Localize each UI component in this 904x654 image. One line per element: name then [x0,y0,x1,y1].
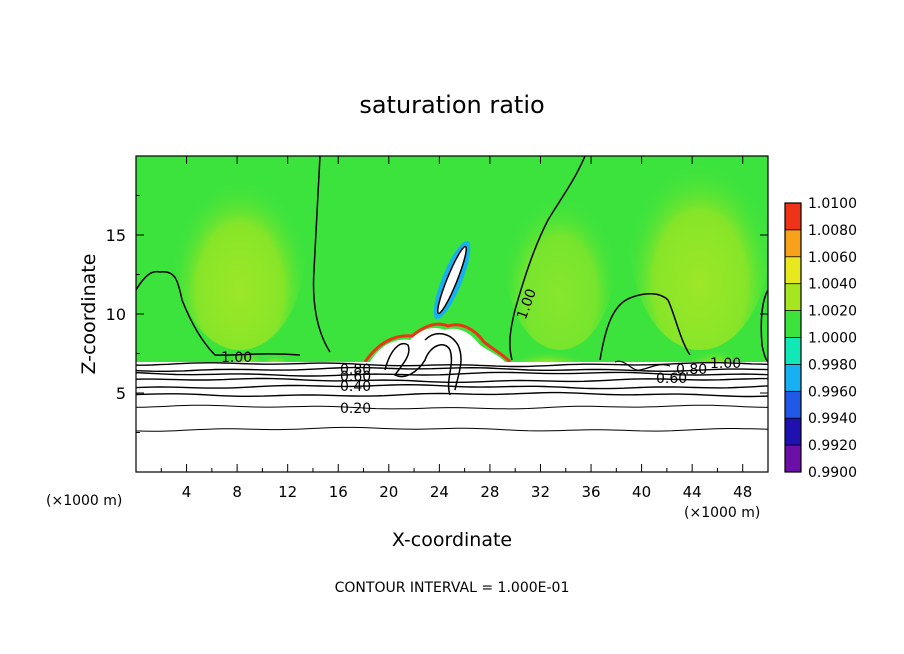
soft-plume [175,156,305,350]
x-axis: 4 8 12 16 20 24 28 32 36 40 44 48 [160,156,752,501]
colorbar-swatch [785,445,801,472]
contour-1-00 [599,293,691,361]
y-axis-label: Z-coordinate [78,254,100,375]
x-tick-label: 32 [531,483,550,501]
contour-1-00 [312,156,331,353]
y-axis: 5 10 15 [106,195,768,433]
colorbar-label: 1.0060 [808,250,857,266]
colorbar-label: 1.0080 [808,223,857,239]
y-tick-label: 5 [116,384,126,403]
lower-contours [136,361,768,432]
contour-label: 0.40 [340,379,371,395]
x-axis-label: X-coordinate [392,529,512,551]
contour-label: 0.80 [676,362,707,378]
plot-area [136,156,768,472]
colorbar-label: 0.9920 [808,438,857,454]
contour-line [136,371,768,377]
y-tick-label: 15 [106,226,126,245]
dry-streak-core [436,245,468,315]
contour-line [136,366,768,373]
colorbar: 0.9900 0.9920 0.9940 0.9960 0.9980 1.0000 1.00… [784,196,857,481]
contour-line [136,391,768,398]
x-unit-left: (×1000 m) [46,493,122,509]
colorbar-label: 0.9960 [808,384,857,400]
colorbar-label: 1.0000 [808,331,857,347]
y-tick-label: 10 [106,305,126,324]
contour-label: 0.80 [340,362,371,378]
contour-1-00 [760,289,768,363]
colorbar-swatch [785,310,801,338]
contour-line [136,404,768,410]
contour-label: 0.20 [340,401,371,417]
disturbance-contour [424,333,462,391]
x-tick-label: 16 [329,483,348,501]
colorbar-swatch [785,364,801,392]
contour-label: 0.60 [656,371,687,387]
colorbar-label: 0.9940 [808,411,857,427]
x-tick-label: 20 [379,483,398,501]
contour-labels: 1.00 0.80 0.60 0.40 0.20 1.00 1.00 0.80 … [221,287,741,417]
x-tick-label: 4 [182,483,192,501]
x-tick-label: 12 [278,483,297,501]
x-tick-label: 8 [232,483,242,501]
boundary-layer [136,362,768,472]
contour-1-00 [136,270,301,356]
colorbar-swatch [785,229,801,257]
contour-interval-footer: CONTOUR INTERVAL = 1.000E-01 [335,580,570,596]
x-tick-label: 24 [430,483,449,501]
colorbar-swatch [785,337,801,365]
x-tick-label: 40 [632,483,651,501]
contour-label: 1.00 [710,356,741,372]
soft-plume [505,170,615,350]
colorbar-label: 1.0040 [808,277,857,293]
x-unit-right: (×1000 m) [684,505,760,521]
colorbar-swatch [785,203,801,230]
colorbar-swatch [785,256,801,284]
colorbar-swatch [785,283,801,311]
red-rim [363,322,512,364]
x-tick-label: 28 [480,483,499,501]
contour-line [136,377,768,383]
contour-1-00 [509,156,586,361]
contour-line [136,426,768,432]
disturbance-contour [384,343,453,396]
contour-line [136,361,768,368]
colorbar-swatch [785,418,801,446]
x-tick-label: 44 [683,483,702,501]
colorbar-label: 1.0020 [808,304,857,320]
colorbar-swatch [785,391,801,419]
colorbar-label: 1.0100 [808,196,857,212]
contour-label: 0.60 [340,369,371,385]
contour-line [136,383,768,390]
colorbar-label: 0.9980 [808,357,857,373]
contour-label: 1.00 [221,350,252,366]
soft-plume [630,156,768,350]
x-tick-label: 48 [733,483,752,501]
x-tick-label: 36 [581,483,600,501]
chart-title: saturation ratio [359,91,544,119]
colorbar-label: 0.9900 [808,465,857,481]
